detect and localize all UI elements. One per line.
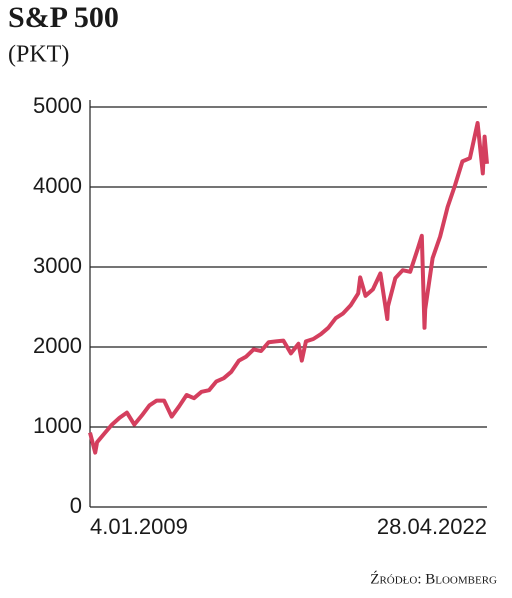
- chart-subtitle: (PKT): [8, 42, 69, 68]
- chart-title: S&P 500: [8, 1, 119, 34]
- source: Źródło: Bloomberg: [370, 570, 497, 587]
- y-tick-label: 3000: [33, 253, 82, 278]
- y-tick-label: 5000: [33, 93, 82, 118]
- price-line: [88, 121, 489, 455]
- y-tick-label: 1000: [33, 413, 82, 438]
- x-tick-label: 28.04.2022: [377, 514, 487, 539]
- y-tick-label: 0: [70, 493, 82, 518]
- x-tick-label: 4.01.2009: [90, 514, 188, 539]
- y-tick-label: 2000: [33, 333, 82, 358]
- y-tick-label: 4000: [33, 173, 82, 198]
